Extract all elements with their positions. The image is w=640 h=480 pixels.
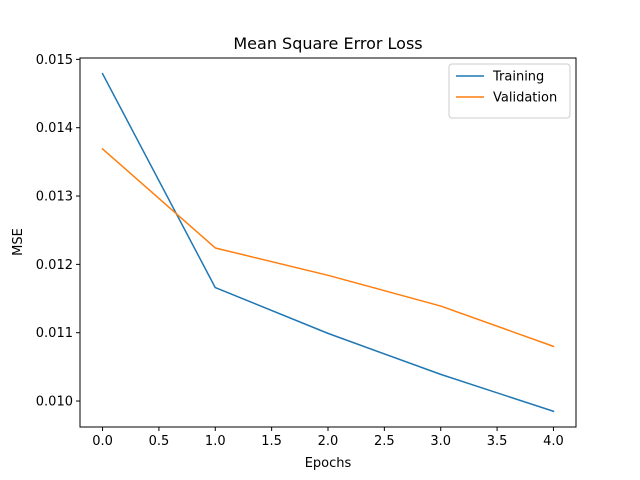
x-tick-label: 0.0: [92, 434, 113, 449]
y-tick-label: 0.014: [36, 121, 73, 136]
y-tick-label: 0.012: [36, 258, 73, 273]
legend-label-validation: Validation: [493, 91, 557, 106]
series-layer: [101, 72, 555, 413]
legend: Training Validation: [448, 63, 571, 119]
x-tick-label: 1.0: [205, 434, 226, 449]
y-axis-label: MSE: [11, 228, 26, 256]
x-tick-label: 4.0: [543, 434, 564, 449]
x-axis: 0.0 0.5 1.0 1.5 2.0 2.5 3.0 3.5 4.0: [92, 427, 564, 449]
y-tick-label: 0.015: [36, 53, 73, 68]
y-tick-label: 0.013: [36, 190, 73, 205]
legend-label-training: Training: [492, 70, 544, 85]
x-tick-label: 2.5: [374, 434, 395, 449]
y-tick-label: 0.010: [36, 395, 73, 410]
x-tick-label: 3.5: [487, 434, 508, 449]
x-tick-label: 0.5: [149, 434, 170, 449]
y-axis: 0.010 0.011 0.012 0.013 0.014 0.015: [36, 53, 80, 410]
x-axis-label: Epochs: [305, 456, 352, 471]
chart-title: Mean Square Error Loss: [233, 34, 422, 53]
x-tick-label: 2.0: [318, 434, 339, 449]
x-tick-label: 3.0: [430, 434, 451, 449]
x-tick-label: 1.5: [261, 434, 282, 449]
y-tick-label: 0.011: [36, 326, 73, 341]
legend-box: [448, 63, 571, 119]
